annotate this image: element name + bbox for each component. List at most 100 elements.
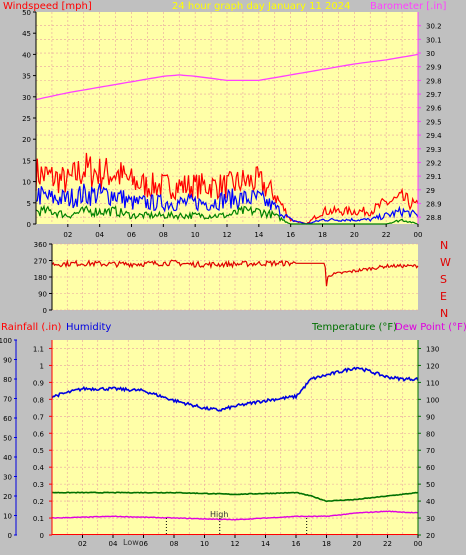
wind-y-tick-label: 5 <box>27 200 31 208</box>
barometer-y-tick-label: 29.4 <box>426 132 442 140</box>
wind-y-tick-label: 50 <box>22 9 31 17</box>
rainfall-y-tick-label: 1 <box>40 362 44 370</box>
wind-x-tick-label: 12 <box>223 231 232 239</box>
direction-label-e: E <box>440 290 447 303</box>
temperature-title: Temperature (°F) <box>311 322 397 333</box>
wind-x-tick-label: 20 <box>350 231 359 239</box>
direction-label-w: W <box>440 256 451 269</box>
humidity-x-tick-label: 12 <box>231 540 240 548</box>
barometer-y-tick-label: 28.9 <box>426 200 442 208</box>
barometer-y-tick-label: 29 <box>426 187 435 195</box>
barometer-y-tick-label: 29.9 <box>426 64 442 72</box>
humidity-x-tick-label: 02 <box>78 540 87 548</box>
rainfall-y-tick-label: 0.8 <box>33 396 44 404</box>
wind-axes: 0 5 10 15 20 25 30 35 40 45 50 28.8 28.9 29 29.1 29.2 29… <box>22 9 442 239</box>
direction-series <box>51 258 419 287</box>
barometer-y-tick-label: 30.1 <box>426 36 442 44</box>
rainfall-y-tick-label: 0.2 <box>33 498 44 506</box>
rainfall-y-tick-label: 0.3 <box>33 481 44 489</box>
temperature-y-tick-label: 100 <box>426 396 439 404</box>
wind-x-tick-label: 22 <box>382 231 391 239</box>
humidity-line <box>51 366 419 412</box>
humidity-x-tick-label: 22 <box>383 540 392 548</box>
direction-label-n-bottom: N <box>440 307 448 320</box>
humidity-x-tick-label: 08 <box>170 540 179 548</box>
direction-y-tick-label: 90 <box>38 291 47 299</box>
rainfall-y-tick-label: 0.6 <box>33 430 45 438</box>
temperature-line <box>51 491 419 503</box>
humidity-x-tick-label: 04 <box>109 540 118 548</box>
low-marker-label: Low <box>123 538 139 547</box>
barometer-title: Barometer [.in] <box>370 1 446 12</box>
barometer-y-tick-label: 30.2 <box>426 23 442 31</box>
humidity-x-tick-label: 18 <box>322 540 331 548</box>
temperature-y-tick-label: 60 <box>426 464 435 472</box>
high-marker-label: High <box>210 510 228 519</box>
wind-y-tick-label: 45 <box>22 30 31 38</box>
rainfall-y-tick-label: 1.1 <box>33 345 44 353</box>
humidity-x-tick-label: 10 <box>200 540 209 548</box>
wind-y-tick-label: 40 <box>22 51 31 59</box>
direction-grid <box>52 243 418 311</box>
barometer-y-tick-label: 29.2 <box>426 159 442 167</box>
humidity-y-tick-label: 20 <box>3 493 12 501</box>
humidity-title: Humidity <box>66 322 111 333</box>
wind-x-tick-label: 00 <box>414 231 423 239</box>
humidity-y-tick-label: 30 <box>3 474 12 482</box>
barometer-line <box>35 53 419 101</box>
wind-x-tick-label: 04 <box>95 231 104 239</box>
wind-y-tick-label: 10 <box>22 179 31 187</box>
wind-x-tick-label: 18 <box>318 231 327 239</box>
humidity-series <box>51 366 419 535</box>
wind-x-tick-label: 08 <box>159 231 168 239</box>
wind-x-tick-label: 02 <box>63 231 72 239</box>
humidity-y-tick-label: 10 <box>3 513 12 521</box>
direction-y-tick-label: 360 <box>34 241 47 249</box>
humidity-y-tick-label: 80 <box>3 376 12 384</box>
barometer-y-tick-label: 30 <box>426 50 435 58</box>
barometer-y-tick-label: 29.6 <box>426 105 442 113</box>
humidity-y-tick-label: 90 <box>3 357 12 365</box>
wind-y-tick-label: 25 <box>22 115 31 123</box>
temperature-y-tick-label: 20 <box>426 532 435 540</box>
rainfall-y-tick-label: 0.7 <box>33 413 44 421</box>
humidity-x-tick-label: 20 <box>353 540 362 548</box>
dew-point-title: Dew Point (°F) <box>395 322 466 333</box>
direction-label-n-top: N <box>440 239 448 252</box>
barometer-y-tick-label: 29.8 <box>426 77 442 85</box>
graph-date-title: 24 hour graph day January 11 2024 <box>172 1 350 12</box>
wind-y-tick-label: 20 <box>22 136 31 144</box>
wind-y-tick-label: 0 <box>27 221 31 229</box>
wind-x-tick-label: 14 <box>254 231 263 239</box>
barometer-y-tick-label: 28.8 <box>426 214 442 222</box>
temperature-y-tick-label: 30 <box>426 515 435 523</box>
humidity-y-tick-label: 60 <box>3 415 12 423</box>
temperature-y-tick-label: 130 <box>426 345 439 353</box>
temperature-y-tick-label: 90 <box>426 413 435 421</box>
windspeed-title: Windspeed [mph] <box>3 1 92 12</box>
rainfall-y-tick-label: 0 <box>40 532 44 540</box>
dew-point-line <box>51 510 419 521</box>
temperature-y-tick-label: 80 <box>426 430 435 438</box>
barometer-y-tick-label: 29.3 <box>426 146 442 154</box>
humidity-x-tick-label: 06 <box>139 540 148 548</box>
direction-y-tick-label: 180 <box>34 274 47 282</box>
temperature-y-tick-label: 70 <box>426 447 435 455</box>
wind-y-tick-label: 35 <box>22 73 31 81</box>
temperature-y-tick-label: 120 <box>426 362 439 370</box>
wind-gust-line <box>35 152 419 225</box>
humidity-y-tick-label: 100 <box>0 337 12 345</box>
barometer-y-tick-label: 29.5 <box>426 118 442 126</box>
temperature-y-tick-label: 110 <box>426 379 439 387</box>
humidity-y-tick-label: 50 <box>3 435 12 443</box>
wind-y-tick-label: 30 <box>22 94 31 102</box>
humidity-y-tick-label: 70 <box>3 396 12 404</box>
direction-label-s: S <box>440 273 447 286</box>
barometer-y-tick-label: 29.7 <box>426 91 442 99</box>
humidity-x-tick-label: 00 <box>414 540 423 548</box>
wind-x-tick-label: 10 <box>191 231 200 239</box>
rainfall-y-tick-label: 0.1 <box>33 515 44 523</box>
humidity-x-tick-label: 16 <box>292 540 301 548</box>
